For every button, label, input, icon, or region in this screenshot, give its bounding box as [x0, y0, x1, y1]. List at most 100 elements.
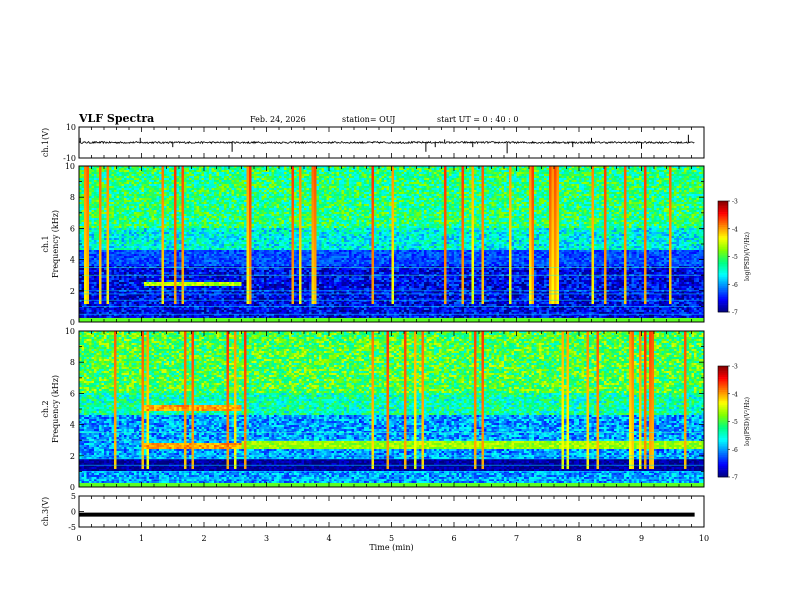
psd-cell [127, 240, 130, 242]
psd-cell [157, 172, 160, 174]
psd-cell [167, 188, 170, 190]
psd-cell [177, 246, 180, 248]
psd-cell [162, 288, 165, 290]
psd-cell [172, 188, 175, 190]
psd-cell [134, 196, 137, 198]
psd-cell [87, 302, 90, 304]
psd-cell [209, 180, 212, 182]
psd-cell [119, 316, 122, 318]
psd-cell [229, 180, 232, 182]
psd-cell [207, 294, 210, 296]
psd-cell [162, 214, 165, 216]
psd-cell [204, 216, 207, 218]
psd-cell [119, 174, 122, 176]
psd-cell [184, 212, 187, 214]
psd-cell [229, 168, 232, 170]
psd-cell [117, 250, 120, 252]
psd-cell [144, 180, 147, 182]
psd-cell [219, 200, 222, 202]
psd-cell [142, 262, 145, 264]
psd-cell [179, 190, 182, 192]
psd-cell [179, 238, 182, 240]
psd-cell [154, 258, 157, 260]
psd-cell [167, 228, 170, 230]
psd-cell [212, 170, 215, 172]
psd-cell [139, 210, 142, 212]
psd-cell [212, 216, 215, 218]
psd-cell [192, 176, 195, 178]
psd-cell [132, 188, 135, 190]
psd-cell [152, 252, 155, 254]
psd-cell [199, 240, 202, 242]
psd-cell [99, 172, 102, 174]
psd-cell [132, 286, 135, 288]
psd-cell [117, 188, 120, 190]
psd-cell [142, 280, 145, 282]
psd-cell [229, 240, 232, 242]
psd-cell [84, 276, 87, 278]
psd-cell [89, 172, 92, 174]
psd-cell [199, 276, 202, 278]
psd-cell [117, 310, 120, 312]
psd-cell [189, 296, 192, 298]
psd-cell [122, 176, 125, 178]
psd-cell [157, 272, 160, 274]
psd-cell [122, 194, 125, 196]
psd-cell [162, 188, 165, 190]
psd-cell [94, 246, 97, 248]
psd-cell [124, 246, 127, 248]
psd-cell [134, 192, 137, 194]
psd-cell [179, 200, 182, 202]
psd-cell [169, 212, 172, 214]
psd-cell [169, 284, 172, 286]
psd-cell [149, 252, 152, 254]
psd-cell [154, 172, 157, 174]
psd-cell [97, 258, 100, 260]
psd-cell [137, 204, 140, 206]
psd-cell [169, 224, 172, 226]
psd-cell [219, 214, 222, 216]
psd-cell [84, 238, 87, 240]
psd-cell [229, 246, 232, 248]
psd-cell [232, 228, 235, 230]
psd-cell [184, 270, 187, 272]
psd-cell [222, 176, 225, 178]
psd-cell [162, 216, 165, 218]
psd-cell [84, 272, 87, 274]
psd-cell [99, 188, 102, 190]
psd-cell [199, 186, 202, 188]
psd-cell [154, 276, 157, 278]
psd-cell [142, 234, 145, 236]
psd-cell [147, 198, 150, 200]
psd-cell [147, 178, 150, 180]
psd-cell [214, 284, 217, 286]
psd-cell [84, 198, 87, 200]
psd-cell [159, 194, 162, 196]
psd-cell [144, 310, 147, 312]
psd-cell [107, 222, 110, 224]
psd-cell [179, 276, 182, 278]
psd-cell [124, 172, 127, 174]
psd-cell [104, 190, 107, 192]
psd-cell [102, 234, 105, 236]
psd-cell [117, 252, 120, 254]
psd-cell [109, 270, 112, 272]
psd-cell [164, 184, 167, 186]
psd-cell [207, 280, 210, 282]
psd-cell [99, 176, 102, 178]
psd-cell [109, 244, 112, 246]
psd-cell [84, 244, 87, 246]
psd-cell [117, 198, 120, 200]
psd-cell [109, 218, 112, 220]
psd-cell [162, 262, 165, 264]
psd-cell [102, 244, 105, 246]
psd-cell [232, 278, 235, 280]
psd-cell [97, 192, 100, 194]
psd-cell [184, 236, 187, 238]
psd-cell [94, 216, 97, 218]
psd-cell [192, 172, 195, 174]
psd-cell [127, 216, 130, 218]
psd-cell [162, 272, 165, 274]
psd-cell [194, 278, 197, 280]
psd-cell [172, 174, 175, 176]
